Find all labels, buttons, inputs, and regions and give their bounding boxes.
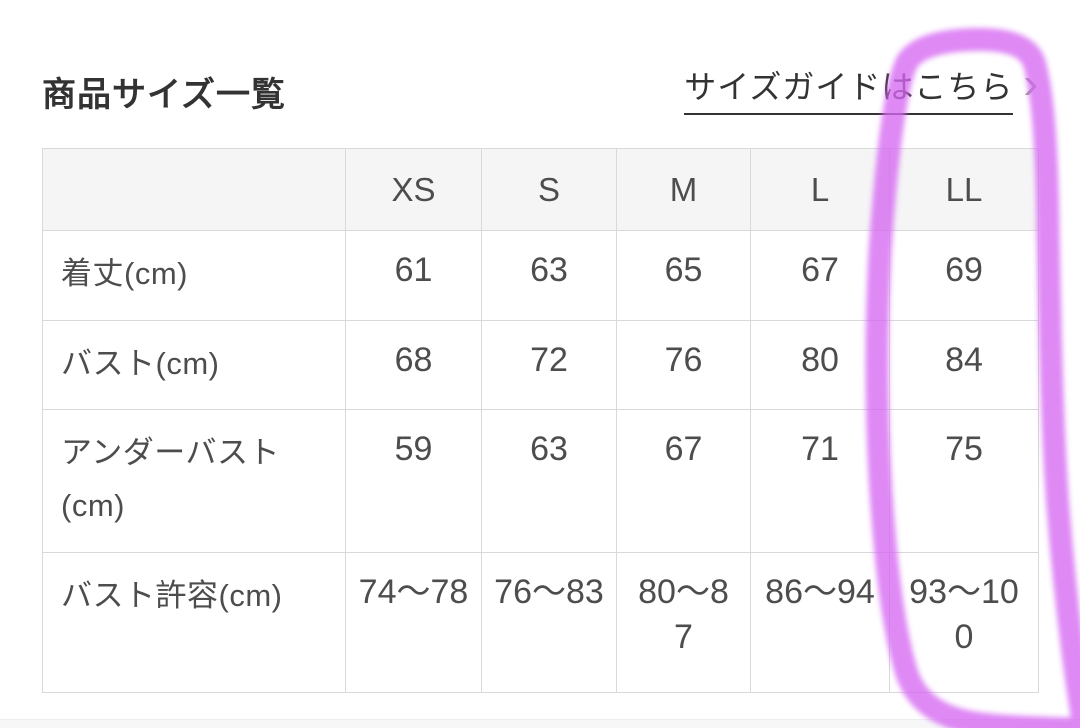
column-header-blank [42,148,346,231]
row-label: アンダーバスト(cm) [42,409,346,553]
size-cell: 84 [889,319,1039,411]
size-table-header-row: XS S M L LL [42,148,1039,231]
size-cell: 80 [750,319,890,411]
size-cell: 63 [481,230,617,321]
chevron-right-icon: › [1023,59,1038,109]
table-row-underbust: アンダーバスト(cm) 59 63 67 71 75 [42,409,1039,553]
size-cell: 61 [345,230,482,321]
size-cell: 72 [481,319,617,411]
column-header-l: L [750,148,890,231]
table-row-bust: バスト(cm) 68 72 76 80 84 [42,319,1039,411]
size-table: XS S M L LL 着丈(cm) 61 63 65 67 69 バスト(cm… [42,148,1039,693]
row-label: バスト(cm) [42,319,346,411]
section-header: 商品サイズ一覧 サイズガイドはこちら › [0,0,1080,115]
row-label: バスト許容(cm) [42,551,346,693]
size-cell: 63 [481,409,617,553]
next-section-divider [0,719,1080,728]
size-guide-link[interactable]: サイズガイドはこちら › [684,62,1038,115]
table-row-bust-allowance: バスト許容(cm) 74〜78 76〜83 80〜87 86〜94 93〜100 [42,551,1039,693]
size-cell: 86〜94 [750,551,890,693]
size-cell: 59 [345,409,482,553]
size-cell: 67 [616,409,751,553]
column-header-ll: LL [889,148,1039,231]
table-row-length: 着丈(cm) 61 63 65 67 69 [42,230,1039,321]
page-title: 商品サイズ一覧 [42,75,286,114]
size-cell: 74〜78 [345,551,482,693]
size-cell: 93〜100 [889,551,1039,693]
size-cell: 68 [345,319,482,411]
size-cell: 67 [750,230,890,321]
row-label: 着丈(cm) [42,230,346,321]
size-guide-link-label: サイズガイドはこちら [684,62,1014,115]
column-header-xs: XS [345,148,482,231]
column-header-s: S [481,148,617,231]
size-cell: 69 [889,230,1039,321]
size-cell: 76 [616,319,751,411]
size-cell: 75 [889,409,1039,553]
size-cell: 80〜87 [616,551,751,693]
column-header-m: M [616,148,751,231]
size-cell: 76〜83 [481,551,617,693]
size-cell: 71 [750,409,890,553]
size-cell: 65 [616,230,751,321]
